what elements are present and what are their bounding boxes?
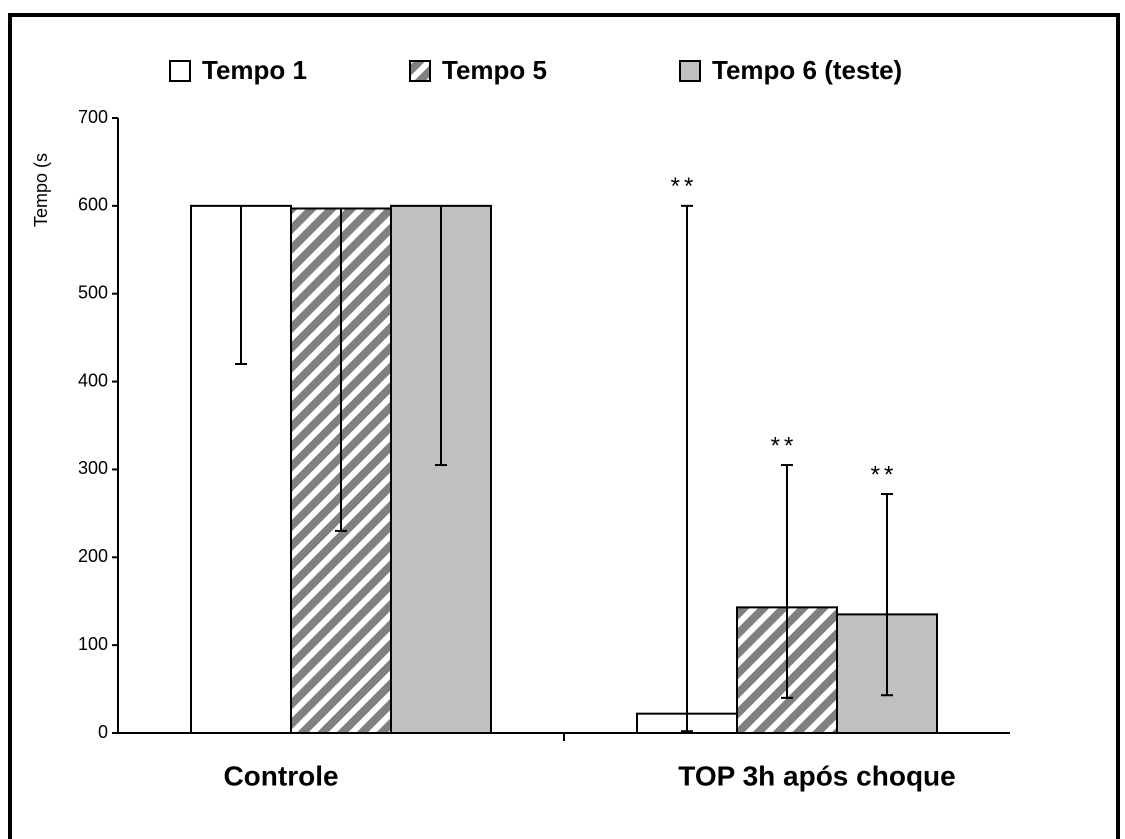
y-tick-label: 300 <box>78 458 108 478</box>
legend-swatch <box>679 60 701 82</box>
y-tick-label: 700 <box>78 107 108 127</box>
legend-label: Tempo 6 (teste) <box>712 55 902 85</box>
legend-label: Tempo 1 <box>202 55 307 85</box>
y-tick-label: 500 <box>78 282 108 302</box>
legend-label: Tempo 5 <box>442 55 547 85</box>
annotation: ** <box>771 432 798 459</box>
x-tick-label: TOP 3h após choque <box>678 760 955 791</box>
y-tick-label: 200 <box>78 546 108 566</box>
frame <box>8 13 1120 839</box>
annotation: ** <box>871 461 898 488</box>
y-tick-label: 400 <box>78 370 108 390</box>
x-tick-label: Controle <box>223 760 338 791</box>
annotation: ** <box>671 173 698 200</box>
y-tick-label: 100 <box>78 634 108 654</box>
y-tick-label: 600 <box>78 195 108 215</box>
legend-swatch <box>169 60 191 82</box>
legend-swatch <box>409 60 431 82</box>
y-axis-label: Tempo (s <box>31 153 51 227</box>
y-tick-label: 0 <box>98 722 108 742</box>
